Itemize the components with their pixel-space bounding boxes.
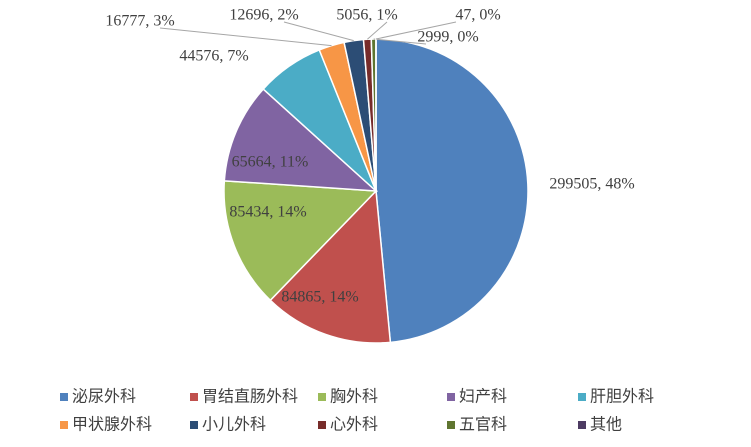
legend-label: 甲状腺外科 bbox=[72, 415, 152, 434]
data-label: 47, 0% bbox=[455, 7, 500, 24]
leader-line bbox=[367, 21, 388, 40]
legend-marker bbox=[60, 421, 68, 429]
legend-marker bbox=[60, 393, 68, 401]
pie-slice bbox=[223, 88, 379, 192]
legend-marker bbox=[318, 421, 326, 429]
pie-slice bbox=[223, 180, 378, 302]
legend-marker bbox=[578, 393, 586, 401]
legend-label: 肝胆外科 bbox=[590, 387, 654, 406]
legend-marker bbox=[447, 421, 455, 429]
data-label: 84865, 14% bbox=[281, 289, 358, 306]
data-label: 44576, 7% bbox=[179, 48, 248, 65]
data-label: 16777, 3% bbox=[105, 13, 174, 30]
legend-label: 五官科 bbox=[459, 415, 507, 434]
legend-marker bbox=[447, 393, 455, 401]
legend-label: 胃结直肠外科 bbox=[202, 387, 298, 406]
legend-label: 心外科 bbox=[330, 415, 378, 434]
legend-marker bbox=[190, 393, 198, 401]
legend-label: 其他 bbox=[590, 415, 622, 434]
legend-label: 小儿外科 bbox=[202, 415, 266, 434]
pie-slice bbox=[375, 38, 529, 344]
legend-label: 泌尿外科 bbox=[72, 387, 136, 406]
data-label: 299505, 48% bbox=[549, 176, 634, 193]
legend-label: 胸外科 bbox=[330, 387, 378, 406]
legend-label: 妇产科 bbox=[459, 387, 507, 406]
legend-marker bbox=[578, 421, 586, 429]
data-label: 2999, 0% bbox=[417, 29, 478, 46]
pie-slice bbox=[269, 189, 392, 344]
data-label: 65664, 11% bbox=[232, 154, 309, 171]
legend-marker bbox=[318, 393, 326, 401]
leader-line bbox=[373, 38, 427, 45]
leader-line bbox=[283, 21, 354, 42]
data-label: 85434, 14% bbox=[229, 204, 306, 221]
data-label: 5056, 1% bbox=[336, 7, 397, 24]
leader-line bbox=[159, 27, 332, 47]
leader-line bbox=[375, 21, 457, 40]
data-label: 12696, 2% bbox=[229, 7, 298, 24]
legend-marker bbox=[190, 421, 198, 429]
